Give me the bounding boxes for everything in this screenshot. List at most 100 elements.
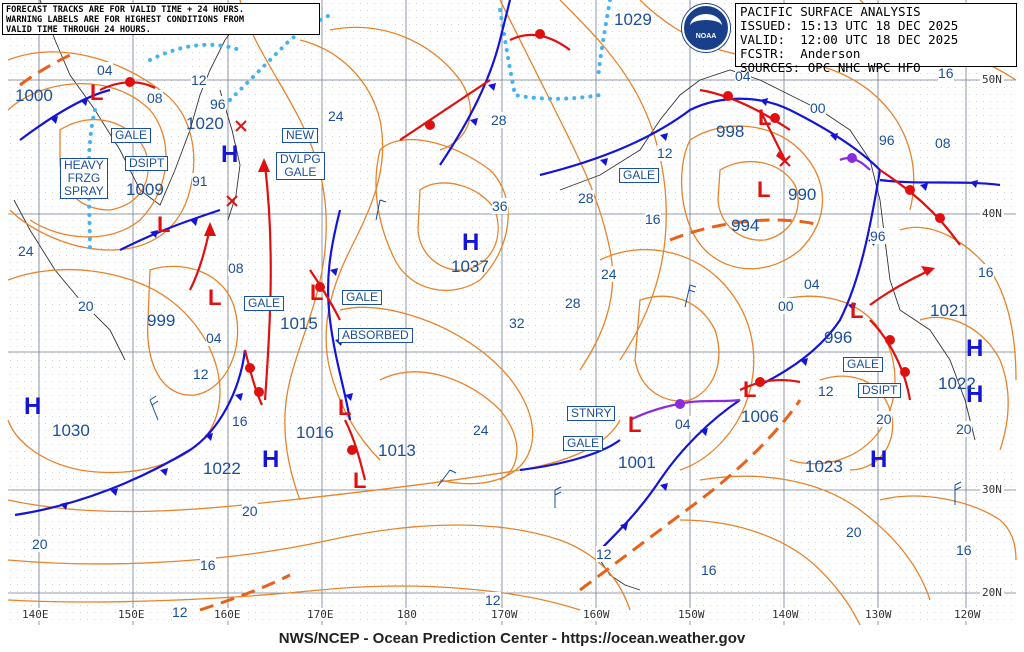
low-pressure-value: 990 (788, 185, 817, 204)
isobar-label: 24 (601, 266, 617, 282)
longitude-label: 140W (770, 608, 801, 621)
isobars (7, 0, 1017, 626)
warm-front-pips (125, 29, 945, 455)
high-pressure-value: 1029 (614, 10, 652, 29)
svg-text:L: L (757, 177, 770, 202)
high-pressure-value: 1037 (451, 257, 489, 276)
latitude-label: 20N (980, 586, 1004, 599)
isobar-label: 32 (509, 315, 525, 331)
warning-label: DVLPG GALE (276, 152, 325, 180)
svg-text:L: L (353, 468, 366, 493)
svg-text:L: L (310, 280, 323, 305)
warning-label: DSIPT (858, 383, 902, 398)
warning-label: GALE (563, 436, 604, 451)
track-note-box: FORECAST TRACKS ARE FOR VALID TIME + 24 … (2, 3, 320, 35)
longitude-label: 170E (305, 608, 336, 621)
svg-text:L: L (758, 105, 771, 130)
isobar-label: 16 (200, 557, 216, 573)
svg-text:L: L (850, 298, 863, 323)
isobar-label: 36 (492, 198, 508, 214)
svg-text:L: L (338, 395, 351, 420)
isobar-label: 20 (242, 503, 258, 519)
isobar-label: 00 (778, 298, 794, 314)
warning-label: GALE (342, 290, 383, 305)
isobar-label: 16 (645, 211, 661, 227)
latitude-label: 40N (980, 207, 1004, 220)
warning-label: GALE (619, 168, 660, 183)
isobar-label: 91 (192, 173, 208, 189)
isobar-label: 20 (846, 524, 862, 540)
svg-text:L: L (208, 285, 221, 310)
high-pressure-value: 1020 (186, 114, 224, 133)
isobar-label: 00 (810, 100, 826, 116)
low-pressure-value: 999 (147, 311, 176, 330)
seagull-icon (690, 14, 722, 38)
isobar-label: 16 (978, 264, 994, 280)
high-pressure-value: 1023 (805, 457, 843, 476)
noaa-logo-text: NOAA (695, 33, 717, 40)
longitude-label: 150E (116, 608, 147, 621)
low-pressure-value: 1006 (741, 407, 779, 426)
svg-text:L: L (157, 212, 170, 237)
warm-fronts (99, 33, 961, 481)
longitude-label: 120W (952, 608, 983, 621)
analysis-info-box: PACIFIC SURFACE ANALYSIS ISSUED: 15:13 U… (735, 3, 1017, 75)
svg-text:H: H (966, 381, 983, 408)
isobar-label: 24 (328, 108, 344, 124)
isobar-label: 96 (870, 228, 886, 244)
svg-text:H: H (870, 446, 887, 473)
cold-front-pips (50, 83, 978, 531)
isobar-label: 04 (804, 276, 820, 292)
data-sources: SOURCES: OPC NHC WPC HFO (740, 60, 921, 75)
svg-text:L: L (90, 80, 103, 105)
isobar-label: 12 (191, 72, 207, 88)
isobar-label: 16 (232, 413, 248, 429)
noaa-logo: NOAA (682, 4, 730, 52)
isobar-label: 08 (228, 260, 244, 276)
cold-fronts (14, 0, 1001, 551)
isobar-label: 04 (675, 416, 691, 432)
isobar-label: 24 (473, 422, 489, 438)
isobar-label: 16 (938, 65, 954, 81)
isobar-label: 96 (879, 132, 895, 148)
low-pressure-value: 1016 (296, 423, 334, 442)
warning-label: ABSORBED (338, 328, 413, 343)
low-pressure-value: 1000 (15, 86, 53, 105)
note-line-2: WARNING LABELS ARE FOR HIGHEST CONDITION… (6, 15, 244, 25)
svg-text:L: L (743, 377, 756, 402)
low-pressure-value: 994 (731, 216, 760, 235)
svg-text:H: H (221, 141, 238, 168)
track-x-markers (226, 120, 791, 207)
isobar-label: 04 (735, 68, 751, 84)
longitude-label: 170W (489, 608, 520, 621)
low-centers: L L L L L L L L L L L (90, 80, 863, 493)
low-pressure-value: 998 (716, 122, 745, 141)
valid-time: VALID: 12:00 UTC 18 DEC 2025 (740, 32, 959, 47)
warning-label: GALE (843, 357, 884, 372)
warning-label: NEW (282, 128, 318, 143)
isobar-label: 16 (956, 542, 972, 558)
longitude-label: 160W (581, 608, 612, 621)
issued-time: ISSUED: 15:13 UTC 18 DEC 2025 (740, 18, 959, 33)
warning-label: HEAVY FRZG SPRAY (60, 158, 108, 199)
troughs (19, 53, 821, 612)
svg-text:L: L (628, 412, 641, 437)
note-line-1: FORECAST TRACKS ARE FOR VALID TIME + 24 … (6, 5, 244, 15)
forecaster: FCSTR: Anderson (740, 46, 861, 61)
high-pressure-value: 1022 (938, 374, 976, 393)
isobar-label: 20 (876, 411, 892, 427)
isobar-label: 08 (147, 90, 163, 106)
isobar-label: 04 (97, 62, 113, 78)
isobar-label: 04 (206, 330, 222, 346)
graticule (8, 0, 1016, 625)
warning-label: GALE (111, 128, 152, 143)
note-line-3: VALID TIME THROUGH 24 HOURS. (6, 25, 151, 35)
low-pressure-value: 996 (824, 328, 853, 347)
isobar-label: 12 (657, 145, 673, 161)
isobar-label: 24 (18, 243, 34, 259)
isobar-label: 16 (701, 562, 717, 578)
isobar-label: 28 (491, 112, 507, 128)
longitude-label: 140E (20, 608, 51, 621)
